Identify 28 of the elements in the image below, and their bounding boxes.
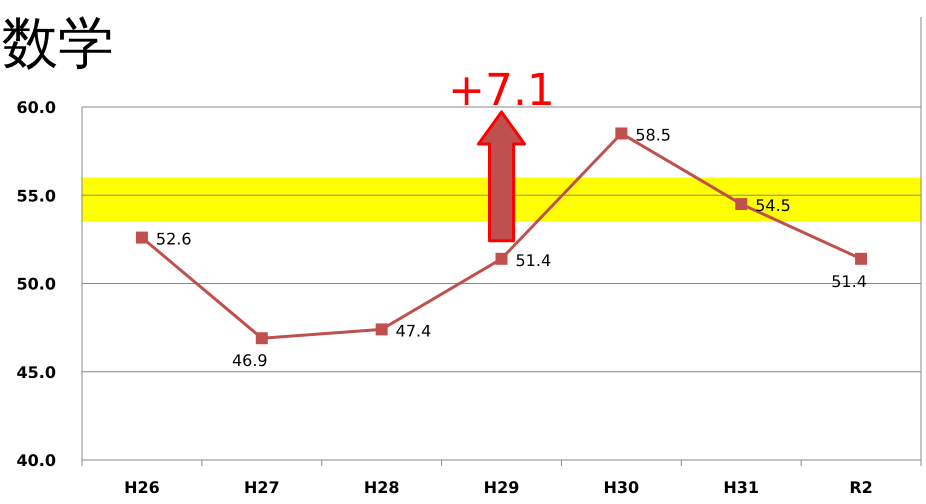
x-tick-label: R2 <box>849 478 873 497</box>
point <box>376 323 388 336</box>
point <box>136 232 148 244</box>
y-tick-label: 60.0 <box>16 98 56 117</box>
chart-title: 数学 <box>2 11 114 76</box>
point <box>496 252 508 265</box>
x-tick-label: H26 <box>124 478 160 497</box>
point <box>855 252 868 265</box>
y-tick-label: 45.0 <box>16 362 56 382</box>
data-label: 52.6 <box>156 230 192 249</box>
data-label: 51.4 <box>516 250 552 270</box>
annotation: +7.1 <box>448 65 555 116</box>
y-tick-label: 50.0 <box>16 274 56 294</box>
x-tick-label: H27 <box>244 478 280 497</box>
point <box>256 332 268 344</box>
x-tick-label: H28 <box>364 478 400 497</box>
y-tick-label: 40.0 <box>16 451 56 470</box>
data-label: 47.4 <box>396 321 432 340</box>
x-tick-label: H30 <box>604 478 640 497</box>
data-label: 54.5 <box>755 196 791 216</box>
x-tick-label: H29 <box>484 478 520 497</box>
point <box>735 198 748 210</box>
data-label: 58.5 <box>635 125 671 144</box>
x-tick-label: H31 <box>723 478 760 497</box>
data-label: 51.4 <box>831 272 867 291</box>
data-label: 46.9 <box>232 351 268 370</box>
point <box>615 127 628 140</box>
y-tick-label: 55.0 <box>16 186 56 206</box>
